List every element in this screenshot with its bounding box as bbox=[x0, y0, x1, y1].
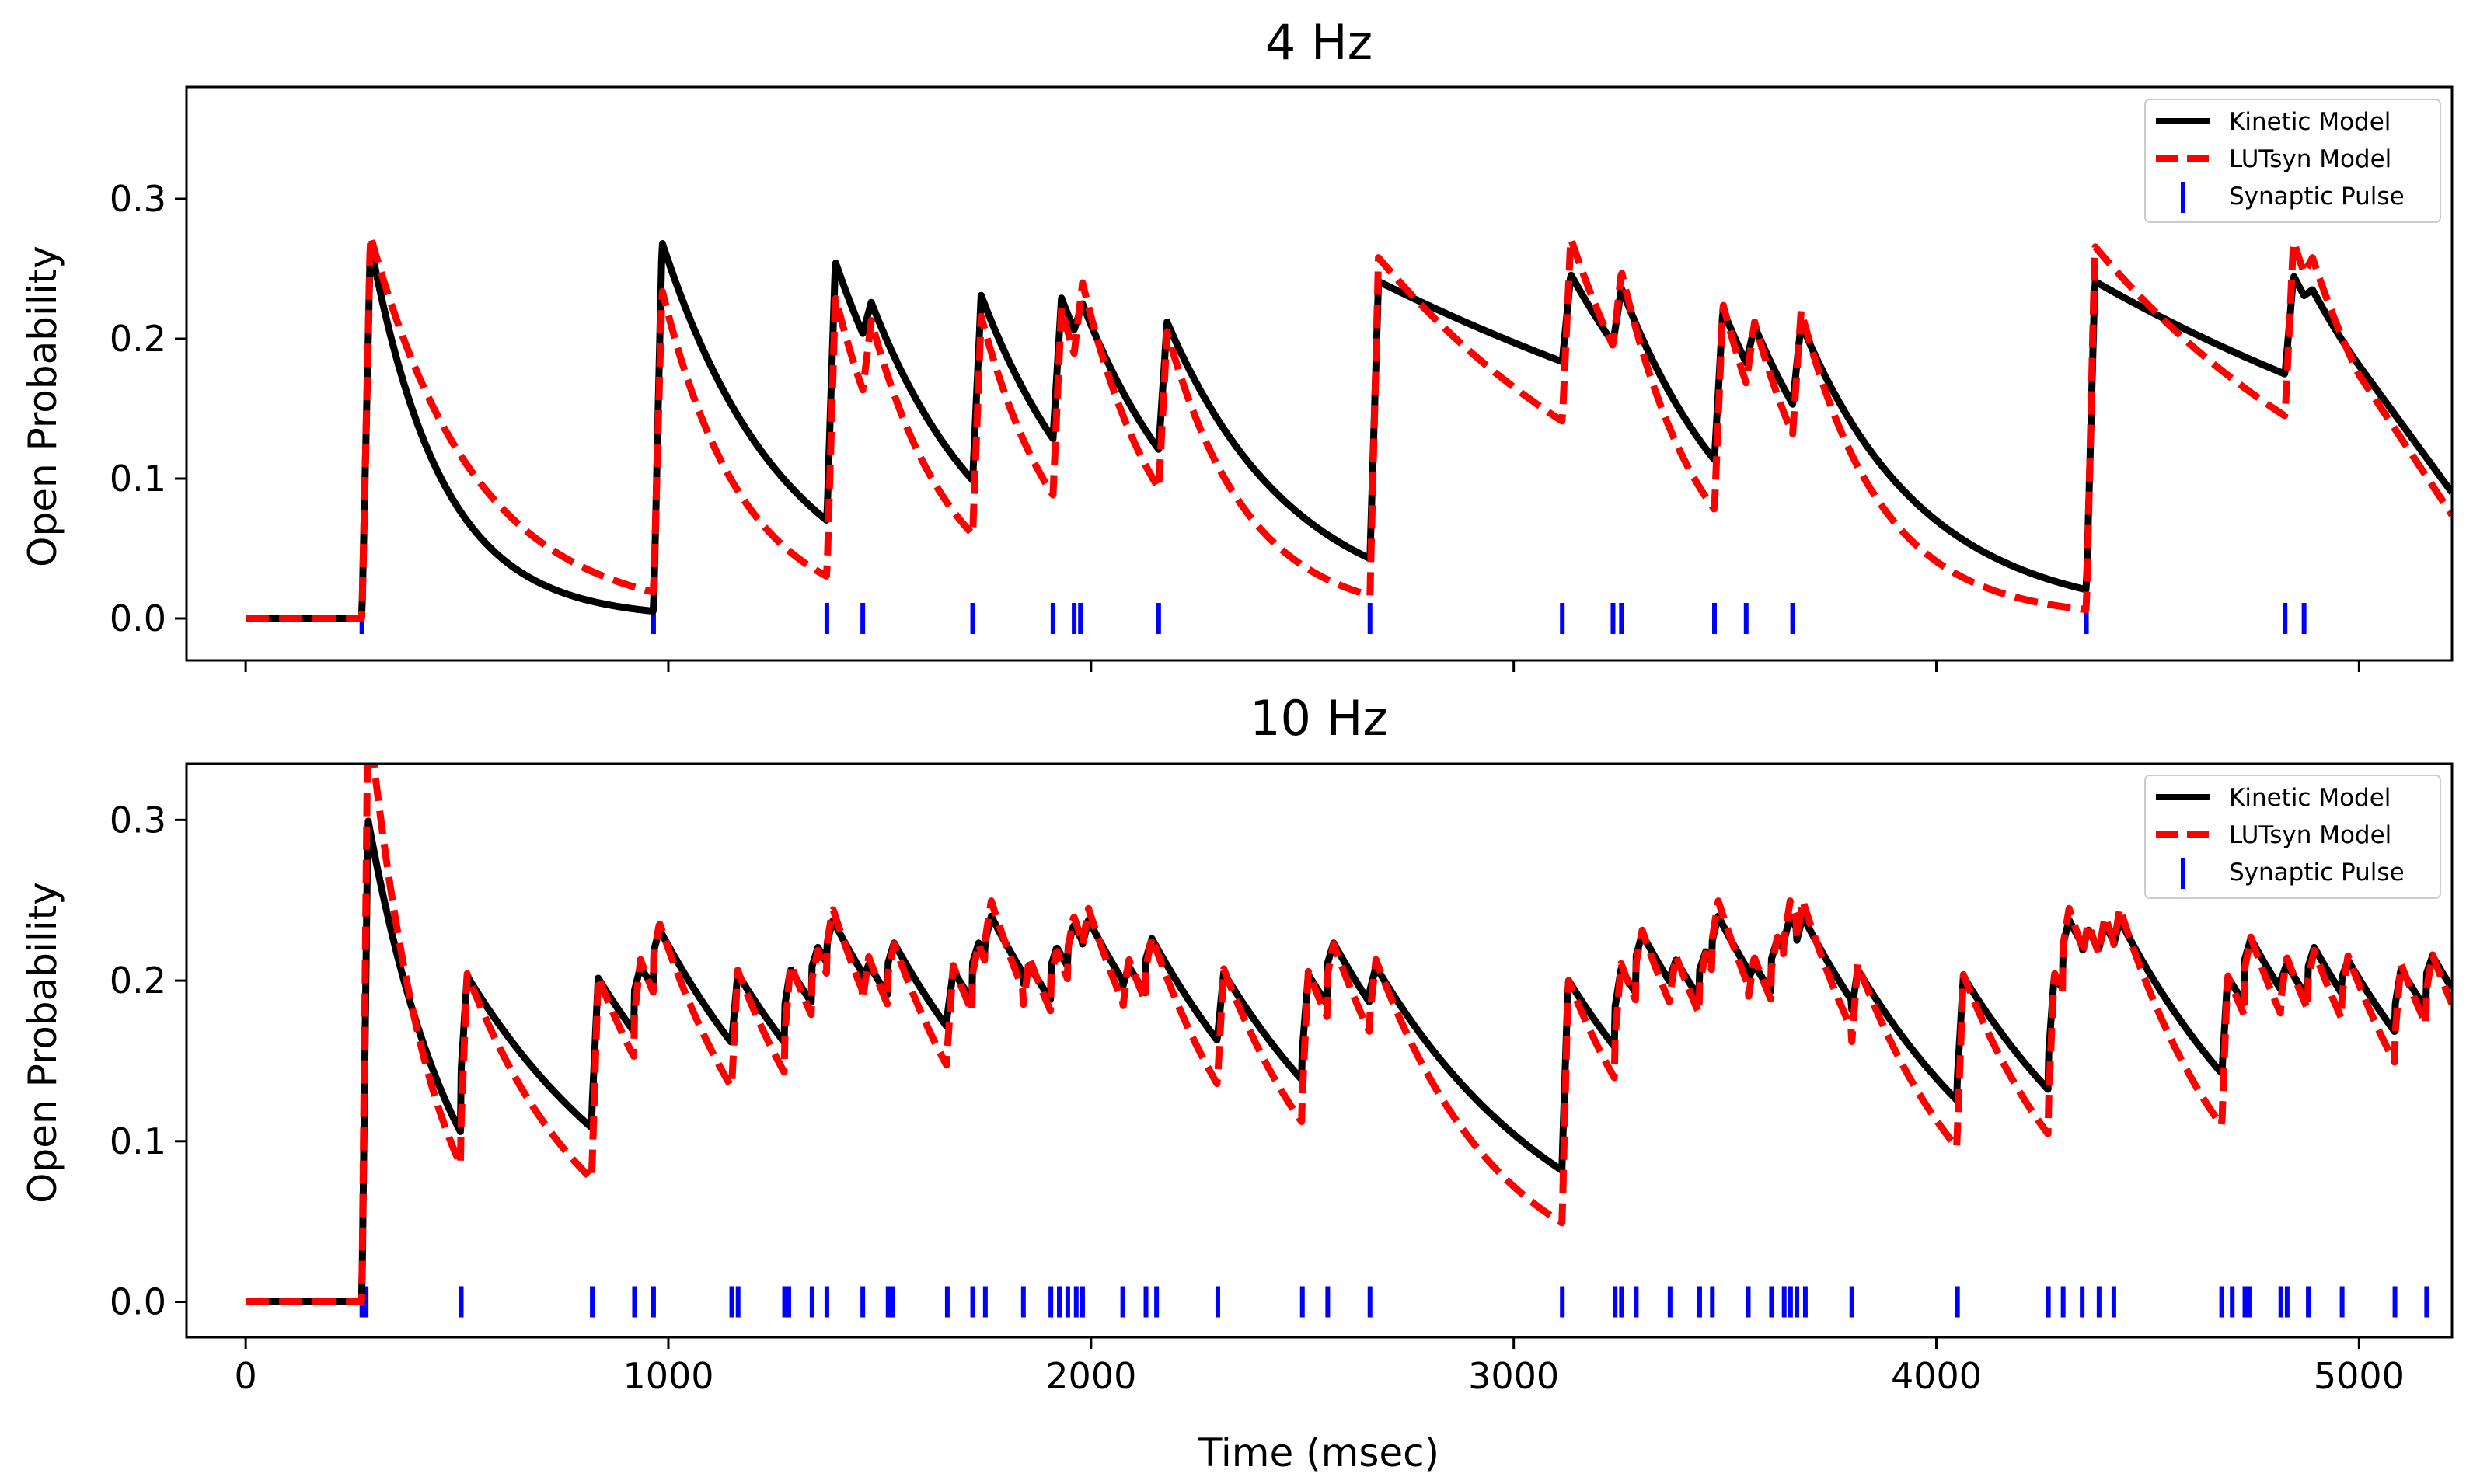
legend: Kinetic Model LUTsyn Model Synaptic Puls… bbox=[2144, 775, 2441, 899]
axis-ticks: 0.0 0.1 0.2 0.3 bbox=[110, 178, 2360, 672]
y-tick-label: 0.0 bbox=[110, 1281, 166, 1323]
y-tick-label: 0.3 bbox=[110, 178, 166, 220]
legend-label-pulse: Synaptic Pulse bbox=[2229, 859, 2405, 887]
kinetic-model-line bbox=[242, 240, 2452, 622]
x-tick-label: 2000 bbox=[1045, 1355, 1136, 1397]
lutsyn-model-line bbox=[242, 764, 2452, 1305]
y-tick-label: 0.1 bbox=[110, 1120, 166, 1162]
y-tick-label: 0.1 bbox=[110, 458, 166, 500]
legend-label-lutsyn: LUTsyn Model bbox=[2229, 821, 2391, 849]
x-tick-label: 3000 bbox=[1468, 1355, 1559, 1397]
y-tick-label: 0.3 bbox=[110, 799, 166, 841]
y-tick-label: 0.2 bbox=[110, 960, 166, 1002]
legend-box bbox=[2144, 99, 2441, 223]
legend-label-pulse: Synaptic Pulse bbox=[2229, 183, 2405, 211]
chart-title: 10 Hz bbox=[1250, 690, 1388, 747]
series-lines bbox=[242, 764, 2452, 1305]
x-axis-label: Time (msec) bbox=[1198, 1430, 1439, 1475]
chart-4hz: 4 Hz Open Probability 0.0 0.1 0.2 0.3 Kinet… bbox=[20, 14, 2454, 672]
chart-title: 4 Hz bbox=[1265, 14, 1373, 71]
x-tick-label: 1000 bbox=[623, 1355, 713, 1397]
pulse-markers bbox=[359, 603, 2307, 634]
legend-label-lutsyn: LUTsyn Model bbox=[2229, 145, 2391, 173]
pulse-markers bbox=[359, 1286, 2429, 1318]
x-tick-label: 5000 bbox=[2314, 1355, 2405, 1397]
x-tick-label: 4000 bbox=[1891, 1355, 1982, 1397]
legend-label-kinetic: Kinetic Model bbox=[2229, 108, 2391, 136]
legend-label-kinetic: Kinetic Model bbox=[2229, 784, 2391, 812]
y-tick-label: 0.0 bbox=[110, 597, 166, 639]
x-tick-label: 0 bbox=[234, 1355, 256, 1397]
legend: Kinetic Model LUTsyn Model Synaptic Puls… bbox=[2144, 99, 2441, 223]
axes-frame bbox=[185, 85, 2454, 662]
axis-ticks: 0 1000 2000 3000 4000 5000 0.0 0.1 0.2 0.3 bbox=[110, 799, 2405, 1397]
y-tick-label: 0.2 bbox=[110, 318, 166, 360]
legend-box bbox=[2144, 775, 2441, 899]
series-lines bbox=[242, 233, 2452, 622]
y-axis-label: Open Probability bbox=[20, 882, 65, 1204]
y-axis-label: Open Probability bbox=[20, 246, 65, 567]
lutsyn-model-line bbox=[242, 233, 2452, 622]
chart-10hz: 10 Hz Open Probability Time (msec) 0 1000… bbox=[20, 690, 2454, 1475]
axes-frame bbox=[185, 762, 2454, 1339]
